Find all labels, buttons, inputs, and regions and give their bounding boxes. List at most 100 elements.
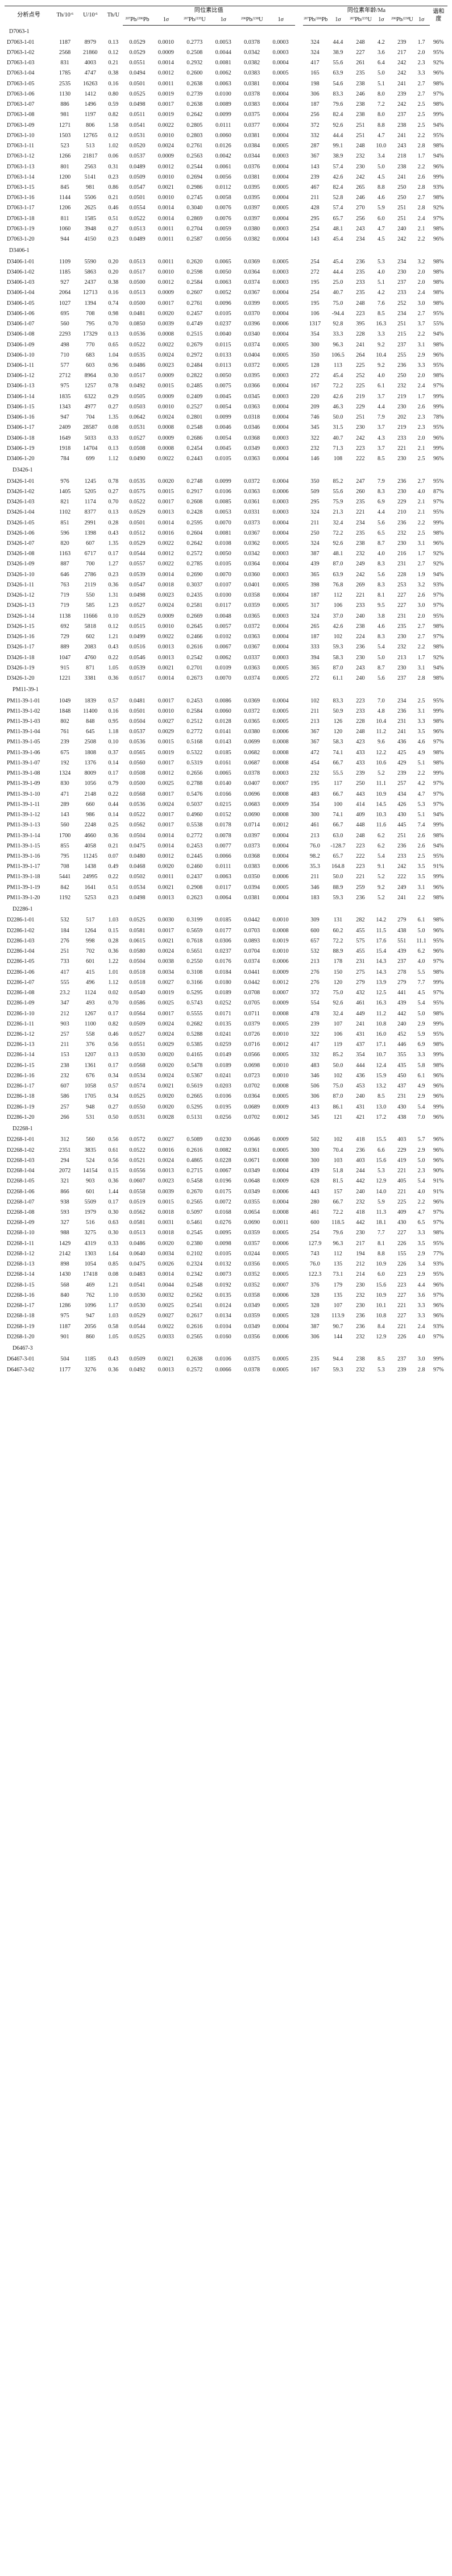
cell-age-pb207-pb206: 332 [310, 1052, 320, 1058]
cell-r-pb207-u235: 0.2620 [186, 258, 203, 265]
cell-th-u: 0.27 [108, 403, 119, 410]
cell-concordance: 98% [433, 894, 444, 901]
cell-age-pb207-pb206: 306 [310, 90, 320, 97]
cell-age-sigma1: 113.9 [331, 1313, 345, 1320]
cell-r-sigma3: 0.0005 [272, 258, 289, 265]
cell-r-pb206-u238: 0.0397 [244, 832, 260, 839]
cell-r-sigma2: 0.0160 [215, 1333, 231, 1340]
cell-r-sigma3: 0.0005 [272, 1230, 289, 1237]
cell-spacer [295, 601, 304, 611]
cell-r-pb206-u238: 0.0366 [244, 383, 260, 390]
table-row: D2286-1-08 23.2 1124 0.02 0.0540 0.0019 0.5295… [5, 988, 447, 998]
cell-r-pb206-u238: 0.0726 [244, 1031, 260, 1037]
cell-r-pb207-pb206: 0.0541 [129, 1281, 146, 1288]
cell-age-sigma1: 70.4 [333, 1147, 343, 1153]
cell-r-sigma1: 0.0016 [157, 1147, 174, 1153]
cell-age-sigma2: 8.0 [377, 90, 385, 97]
cell-age-pb206-u238: 231 [397, 561, 407, 568]
cell-age-pb207-u235: 228 [356, 718, 365, 725]
cell-r-pb206-u238: 0.0690 [244, 812, 260, 818]
cell-age-pb207-u235: 227 [356, 49, 365, 56]
cell-age-sigma2: 5.2 [377, 770, 385, 777]
cell-th-ppm: 646 [60, 571, 69, 578]
cell-age-pb207-u235: 453 [356, 1083, 365, 1090]
cell-age-pb207-pb206: 657 [310, 937, 320, 944]
cell-age-sigma1: 100 [333, 801, 343, 808]
cell-age-sigma1: 63.0 [333, 832, 343, 839]
cell-r-sigma1: 0.0014 [157, 60, 174, 67]
cell-th-u: 1.27 [108, 561, 119, 568]
cell-th-ppm: 821 [60, 499, 69, 506]
cell-age-pb207-u235: 264 [356, 352, 365, 358]
cell-r-pb207-pb206: 0.0568 [129, 1062, 146, 1069]
cell-th-u: 0.20 [108, 268, 119, 275]
cell-th-ppm: 795 [60, 853, 69, 860]
cell-age-sigma2: 4.0 [377, 268, 385, 275]
cell-th-ppm: 1266 [59, 153, 71, 160]
cell-r-sigma1: 0.0014 [157, 832, 174, 839]
cell-age-pb206-u238: 442 [397, 1010, 407, 1017]
cell-r-sigma3: 0.0005 [272, 352, 289, 358]
cell-age-pb207-pb206: 506 [310, 1083, 320, 1090]
cell-age-pb206-u238: 430 [397, 812, 407, 818]
cell-spot-id: D2286-1-08 [7, 990, 35, 997]
cell-spot-id: D3426-1-04 [7, 509, 35, 516]
cell-th-ppm: 976 [60, 478, 69, 485]
cell-age-sigma1: 121 [333, 1114, 343, 1120]
cell-age-pb206-u238: 237 [397, 1356, 407, 1363]
cell-u-ppm: 1257 [84, 383, 96, 390]
cell-r-pb207-u235: 0.2542 [186, 654, 203, 661]
cell-r-pb207-pb206: 0.0547 [129, 184, 146, 191]
cell-spot-id: D3426-1-01 [7, 478, 35, 485]
cell-th-ppm: 761 [60, 729, 69, 735]
table-row: PM11-39-1-05 239 2508 0.10 0.0536 0.0015 0.516… [5, 737, 447, 747]
cell-spot-id: D2286-1-19 [7, 1103, 35, 1110]
cell-spot-id: D2268-1-15 [7, 1281, 35, 1288]
header-spot-id: 分析点号 [5, 6, 53, 25]
cell-u-ppm: 496 [86, 979, 95, 986]
cell-r-sigma2: 0.0061 [215, 163, 231, 170]
cell-age-pb207-pb206: 239 [310, 1020, 320, 1027]
cell-age-sigma2: 5.1 [377, 80, 385, 87]
cell-concordance: 98% [433, 80, 444, 87]
cell-r-sigma3: 0.0008 [272, 812, 289, 818]
cell-r-pb207-u235: 0.2642 [186, 111, 203, 118]
cell-th-ppm: 975 [60, 1313, 69, 1320]
table-row: D3406-1-17 2409 28587 0.08 0.0531 0.0008 0.254… [5, 423, 447, 433]
cell-u-ppm: 8377 [84, 509, 96, 516]
cell-th-u: 0.34 [108, 1072, 119, 1079]
cell-spot-id: D2268-1-13 [7, 1261, 35, 1268]
cell-age-pb207-pb206: 167 [310, 1366, 320, 1373]
cell-th-ppm: 1144 [59, 195, 71, 201]
cell-age-sigma2: 4.6 [377, 623, 385, 630]
cell-concordance: 95% [433, 937, 444, 944]
cell-concordance: 96% [433, 1093, 444, 1100]
cell-age-pb206-u238: 251 [397, 321, 407, 328]
cell-age-pb207-u235: 461 [356, 1000, 365, 1007]
cell-age-sigma2: 16.0 [376, 1031, 387, 1037]
cell-r-sigma1: 0.0020 [157, 1103, 174, 1110]
cell-spot-id: D3426-1-07 [7, 540, 35, 547]
cell-r-sigma2: 0.0045 [215, 393, 231, 400]
cell-r-pb206-u238: 0.0442 [244, 979, 260, 986]
cell-r-sigma3: 0.0005 [272, 1020, 289, 1027]
cell-r-pb207-u235: 0.2484 [186, 362, 203, 369]
cell-r-sigma3: 0.0005 [272, 664, 289, 671]
cell-th-ppm: 901 [60, 1333, 69, 1340]
cell-age-pb207-pb206: 328 [310, 1303, 320, 1309]
cell-r-pb207-u235: 0.2773 [186, 39, 203, 46]
cell-age-pb207-pb206: 461 [310, 1209, 320, 1215]
cell-age-sigma3: 4.0 [417, 1333, 425, 1340]
cell-th-ppm: 855 [60, 842, 69, 849]
cell-age-sigma3: 5.1 [417, 759, 425, 766]
cell-th-ppm: 915 [60, 664, 69, 671]
cell-r-sigma3: 0.0003 [272, 268, 289, 275]
cell-th-u: 0.02 [108, 990, 119, 997]
cell-age-sigma3: 2.3 [417, 414, 425, 421]
cell-age-pb207-pb206: 387 [310, 1323, 320, 1330]
cell-age-sigma2: 12.4 [376, 1062, 387, 1069]
cell-u-ppm: 1839 [84, 697, 96, 704]
cell-spacer [295, 423, 304, 433]
cell-concordance: 98% [433, 1010, 444, 1017]
cell-age-sigma2: 5.4 [377, 644, 385, 651]
